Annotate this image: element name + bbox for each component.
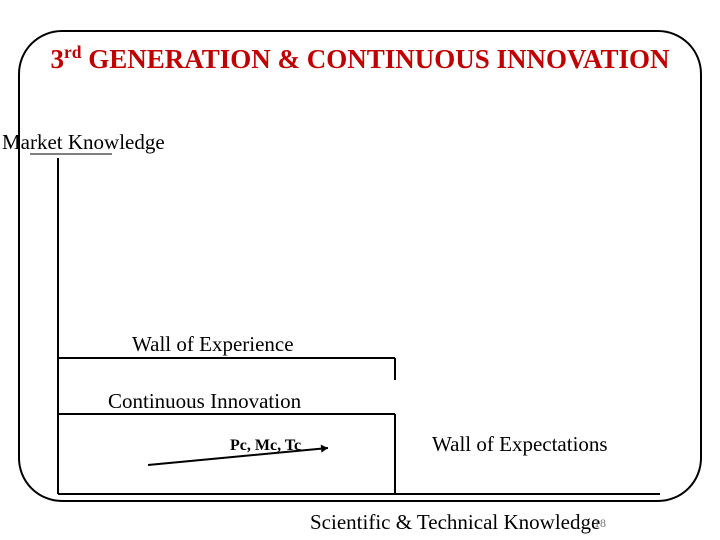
- arrow-head-icon: [321, 445, 328, 453]
- diagram-svg: [0, 0, 720, 540]
- arrow-shaft: [148, 448, 328, 465]
